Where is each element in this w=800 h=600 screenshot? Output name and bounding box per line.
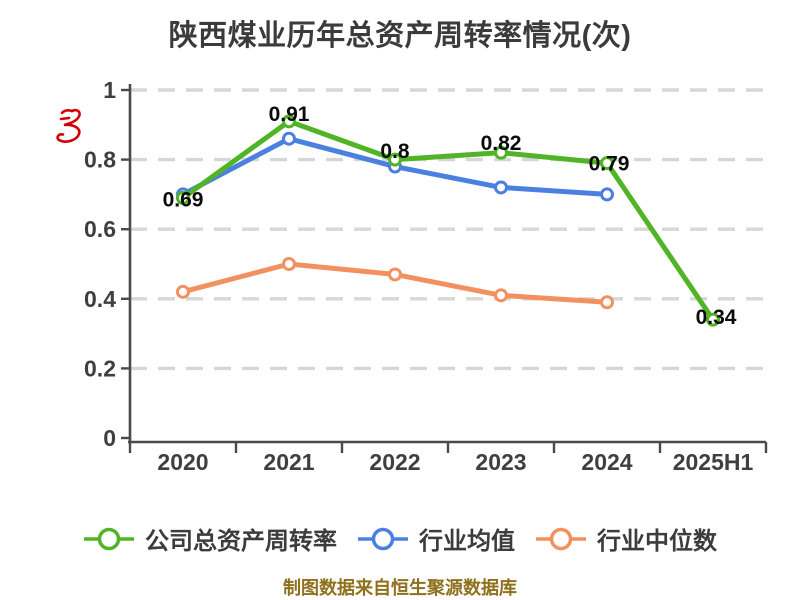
y-tick-label: 0.2: [84, 355, 116, 381]
data-point-公司总资产周转率: [706, 312, 720, 327]
legend-marker-blue-icon: [358, 527, 408, 550]
point-label: 0.69: [163, 188, 204, 211]
legend-label: 行业中位数: [597, 528, 717, 555]
y-tick-label: 0.6: [84, 216, 116, 242]
series-line-公司总资产周转率: [180, 118, 716, 323]
point-label: 0.91: [269, 103, 310, 126]
data-point-行业中位数: [388, 267, 402, 282]
legend-item-industry-mean: 行业均值: [357, 521, 515, 556]
y-tick-label: 0: [103, 425, 116, 451]
red-watermark-icon: [56, 108, 81, 143]
point-label: 0.82: [481, 132, 522, 155]
data-point-行业均值: [282, 131, 296, 146]
point-label: 0.34: [696, 306, 737, 329]
data-point-公司总资产周转率: [176, 190, 190, 205]
point-label: 0.79: [589, 153, 630, 176]
legend-marker-orange-icon: [536, 527, 586, 550]
legend-item-company-turnover: 公司总资产周转率: [83, 521, 337, 556]
chart-legend: 公司总资产周转率 行业均值 行业中位数: [0, 521, 800, 556]
data-point-行业中位数: [494, 288, 508, 303]
data-point-公司总资产周转率: [600, 156, 614, 171]
data-point-公司总资产周转率: [494, 145, 508, 160]
chart-title: 陕西煤业历年总资产周转率情况(次): [168, 20, 632, 52]
x-tick-label: 2023: [475, 449, 526, 475]
legend-marker-green-icon: [84, 527, 134, 550]
legend-item-industry-median: 行业中位数: [535, 521, 717, 556]
x-tick-label: 2021: [263, 449, 314, 475]
y-tick-label: 0.4: [84, 286, 116, 312]
point-label: 0.8: [380, 140, 410, 163]
data-point-行业中位数: [176, 284, 190, 299]
data-source-credit: 制图数据来自恒生聚源数据库: [283, 578, 517, 598]
data-point-行业中位数: [600, 295, 614, 310]
y-tick-label: 0.8: [84, 147, 116, 173]
legend-label: 行业均值: [419, 528, 515, 555]
x-tick-label: 2024: [581, 449, 632, 475]
data-point-公司总资产周转率: [282, 114, 296, 129]
x-tick-label: 2025H1: [673, 449, 754, 475]
legend-label: 公司总资产周转率: [145, 528, 337, 555]
data-point-行业均值: [494, 180, 508, 195]
data-point-行业中位数: [282, 257, 296, 271]
y-tick-label: 1: [103, 77, 116, 103]
data-point-公司总资产周转率: [388, 152, 402, 167]
data-point-行业均值: [600, 187, 614, 202]
x-tick-label: 2022: [369, 449, 420, 475]
x-tick-label: 2020: [157, 449, 208, 475]
